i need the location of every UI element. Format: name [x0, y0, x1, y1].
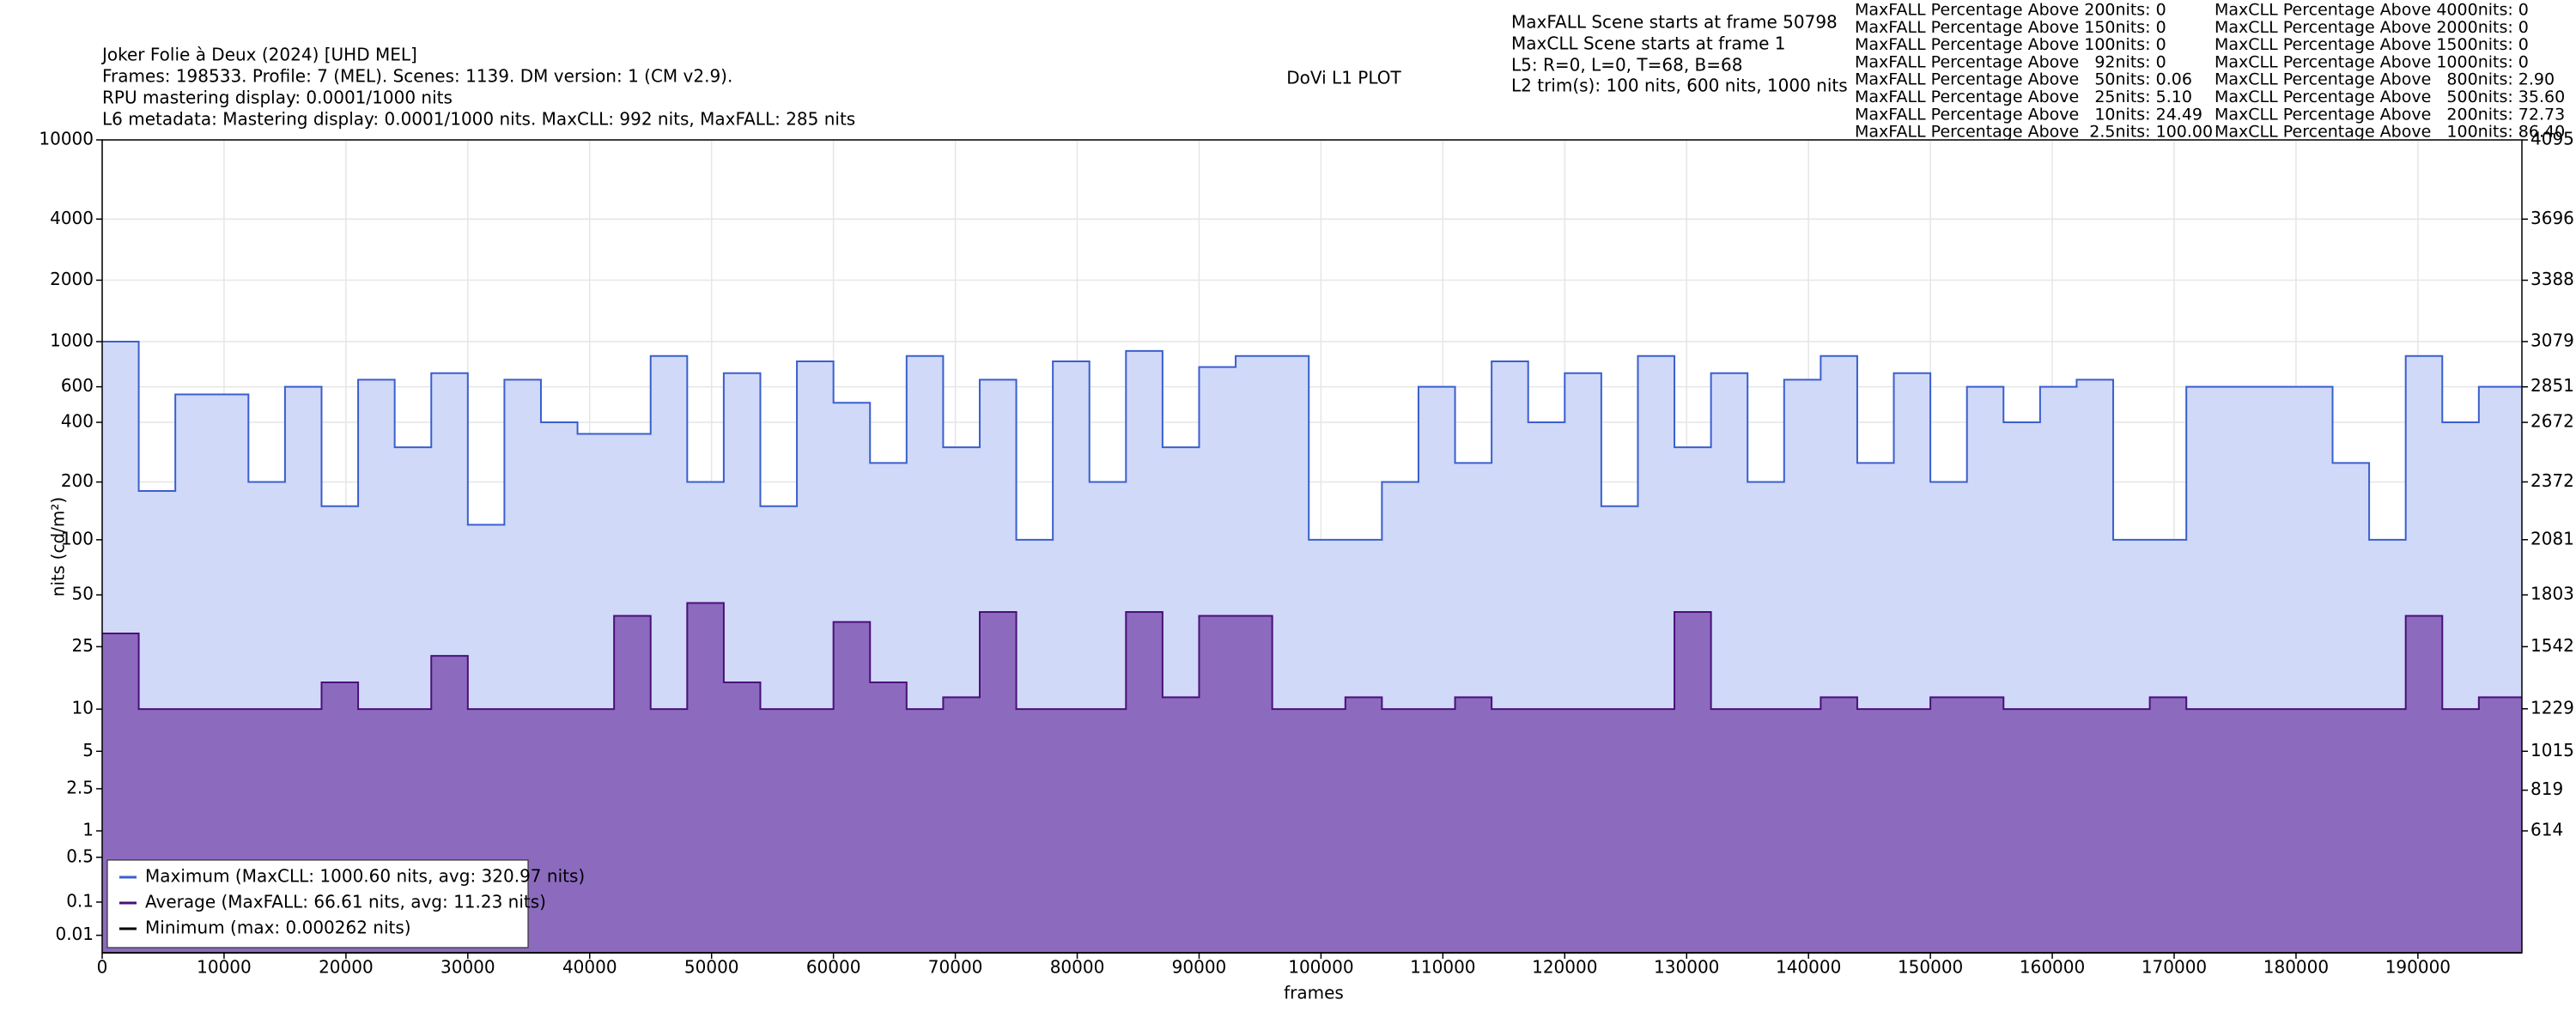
- legend-label: Maximum (MaxCLL: 1000.60 nits, avg: 320.…: [145, 866, 585, 887]
- y2-tick-label: 1015: [2530, 740, 2574, 760]
- header-line: RPU mastering display: 0.0001/1000 nits: [102, 88, 453, 108]
- legend-label: Average (MaxFALL: 66.61 nits, avg: 11.23…: [145, 892, 546, 912]
- x-tick-label: 0: [97, 957, 108, 978]
- maxfall-stat: MaxFALL Percentage Above 2.5nits: 100.00: [1855, 123, 2213, 142]
- y-tick-label: 2000: [50, 269, 94, 289]
- y-tick-label: 5: [82, 740, 94, 760]
- y2-tick-label: 2851: [2530, 375, 2574, 396]
- x-tick-label: 70000: [928, 957, 983, 978]
- maxfall-stat: MaxFALL Percentage Above 150nits: 0: [1855, 18, 2166, 37]
- y2-tick-label: 2081: [2530, 528, 2574, 548]
- y-axis-label: nits (cd/m²): [48, 497, 69, 597]
- x-tick-label: 130000: [1654, 957, 1719, 978]
- y2-tick-label: 2372: [2530, 470, 2574, 491]
- x-tick-label: 110000: [1410, 957, 1475, 978]
- info-line: MaxCLL Scene starts at frame 1: [1511, 33, 1786, 54]
- y2-tick-label: 3079: [2530, 330, 2574, 350]
- x-tick-label: 90000: [1172, 957, 1227, 978]
- x-tick-label: 10000: [197, 957, 252, 978]
- header-line: Joker Folie à Deux (2024) [UHD MEL]: [100, 45, 417, 65]
- maxfall-stat: MaxFALL Percentage Above 100nits: 0: [1855, 35, 2166, 54]
- y-tick-label: 1: [82, 820, 94, 840]
- x-tick-label: 80000: [1050, 957, 1105, 978]
- x-axis-label: frames: [1284, 983, 1344, 1003]
- legend-label: Minimum (max: 0.000262 nits): [145, 918, 411, 938]
- y-tick-label: 0.5: [66, 845, 94, 866]
- x-tick-label: 30000: [440, 957, 495, 978]
- info-line: MaxFALL Scene starts at frame 50798: [1511, 12, 1838, 33]
- y2-tick-label: 2672: [2530, 411, 2574, 432]
- y2-tick-label: 819: [2530, 779, 2563, 799]
- area-fill: [102, 603, 2522, 953]
- maxcll-stat: MaxCLL Percentage Above 500nits: 35.60: [2215, 88, 2565, 106]
- y-tick-label: 400: [61, 411, 94, 432]
- maxcll-stat: MaxCLL Percentage Above 2000nits: 0: [2215, 18, 2529, 37]
- maxcll-stat: MaxCLL Percentage Above 1000nits: 0: [2215, 52, 2529, 71]
- y2-tick-label: 1542: [2530, 635, 2574, 656]
- y2-tick-label: 1803: [2530, 584, 2574, 604]
- maxcll-stat: MaxCLL Percentage Above 100nits: 86.40: [2215, 123, 2565, 142]
- info-line: L2 trim(s): 100 nits, 600 nits, 1000 nit…: [1511, 76, 1848, 96]
- x-tick-label: 160000: [2020, 957, 2085, 978]
- maxcll-stat: MaxCLL Percentage Above 200nits: 72.73: [2215, 105, 2565, 124]
- y-tick-label: 200: [61, 470, 94, 491]
- maxcll-stat: MaxCLL Percentage Above 800nits: 2.90: [2215, 70, 2555, 89]
- x-tick-label: 150000: [1898, 957, 1963, 978]
- x-tick-label: 50000: [684, 957, 739, 978]
- x-tick-label: 40000: [562, 957, 617, 978]
- y-tick-label: 600: [61, 375, 94, 396]
- y2-tick-label: 614: [2530, 820, 2563, 840]
- y2-tick-label: 3388: [2530, 269, 2574, 289]
- x-tick-label: 170000: [2142, 957, 2207, 978]
- plot-frame: [101, 139, 2523, 954]
- x-tick-label: 100000: [1288, 957, 1353, 978]
- y-tick-label: 0.01: [55, 924, 94, 944]
- stats: MaxFALL Percentage Above 200nits: 0MaxFA…: [1855, 1, 2565, 142]
- y-tick-label: 4000: [50, 208, 94, 228]
- series-line: [102, 602, 2522, 711]
- maxfall-stat: MaxFALL Percentage Above 92nits: 0: [1855, 52, 2166, 71]
- y2-tick-label: 1229: [2530, 697, 2574, 718]
- y-tick-label: 10: [72, 698, 94, 718]
- x-tick-label: 120000: [1532, 957, 1597, 978]
- info-line: L5: R=0, L=0, T=68, B=68: [1511, 55, 1742, 76]
- y-tick-label: 2.5: [66, 777, 94, 797]
- header-line: Frames: 198533. Profile: 7 (MEL). Scenes…: [102, 66, 732, 87]
- series-line: [102, 341, 2522, 541]
- y-tick-label: 1000: [50, 330, 94, 351]
- x-tick-label: 140000: [1776, 957, 1841, 978]
- header-line: L6 metadata: Mastering display: 0.0001/1…: [102, 109, 855, 130]
- x-tick-label: 60000: [806, 957, 861, 978]
- y-tick-label: 25: [72, 635, 94, 656]
- y-tick-label: 100: [61, 528, 94, 548]
- y2-tick-label: 3696: [2530, 208, 2574, 228]
- x-tick-label: 180000: [2263, 957, 2329, 978]
- maxfall-stat: MaxFALL Percentage Above 25nits: 5.10: [1855, 88, 2192, 106]
- plot-title: DoVi L1 PLOT: [1286, 68, 1401, 88]
- maxfall-stat: MaxFALL Percentage Above 50nits: 0.06: [1855, 70, 2192, 89]
- x-tick-label: 20000: [319, 957, 374, 978]
- y-tick-label: 10000: [39, 129, 94, 149]
- x-tick-label: 190000: [2385, 957, 2451, 978]
- maxcll-stat: MaxCLL Percentage Above 1500nits: 0: [2215, 35, 2529, 54]
- maxfall-stat: MaxFALL Percentage Above 10nits: 24.49: [1855, 105, 2202, 124]
- maxfall-stat: MaxFALL Percentage Above 200nits: 0: [1855, 1, 2166, 20]
- maxcll-stat: MaxCLL Percentage Above 4000nits: 0: [2215, 1, 2529, 20]
- plot-area: [96, 139, 2528, 959]
- y-tick-label: 0.1: [66, 890, 94, 911]
- legend-box: [106, 859, 529, 948]
- y2-tick-label: 4095: [2530, 129, 2574, 149]
- y-tick-label: 50: [72, 584, 94, 604]
